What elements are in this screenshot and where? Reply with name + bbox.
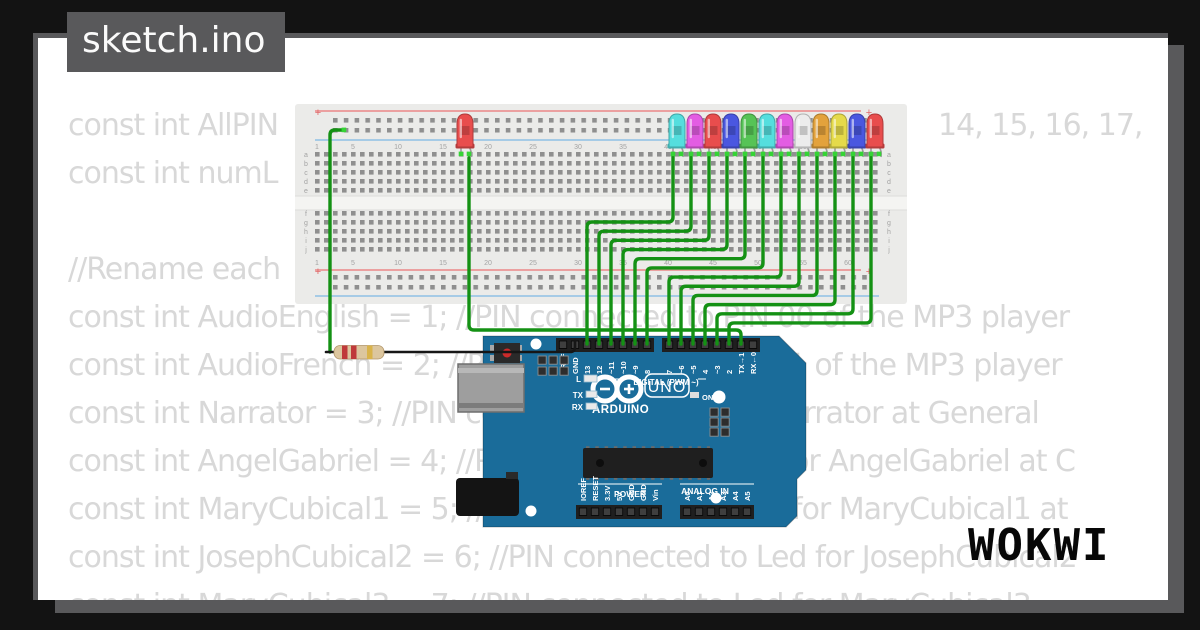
- code-text: const int AllPIN: [68, 108, 279, 143]
- code-line: const int Narrator = 3; //PIN connected …: [68, 396, 1040, 431]
- code-line: //Rename each: [68, 252, 281, 287]
- code-text: const int Narrator = 3; //PIN connected …: [68, 396, 1040, 431]
- code-text: const int JosephCubical2 = 6; //PIN conn…: [68, 540, 1078, 575]
- wokwi-logo: WOKWI: [968, 520, 1111, 571]
- code-line: const int MaryCubical1 = 5; //PIN connec…: [68, 492, 1068, 527]
- file-tab: sketch.ino: [67, 12, 285, 72]
- code-line: const int numL: [68, 156, 278, 191]
- code-text: const int MaryCubical1 = 5; //PIN connec…: [68, 492, 1068, 527]
- code-line: const int JosephCubical2 = 6; //PIN conn…: [68, 540, 1078, 575]
- code-line: const int AllPIN 14, 15, 16, 17,: [68, 108, 1143, 143]
- code-text: const int MaryCubical3 = 7; //PIN connec…: [68, 588, 1032, 600]
- code-text: const int AudioFrench = 2; //PIN connect…: [68, 348, 1063, 383]
- page: const int AllPIN 14, 15, 16, 17, const in…: [33, 33, 1168, 600]
- code-line: const int AngelGabriel = 4; //PIN connec…: [68, 444, 1076, 479]
- code-text: //Rename each: [68, 252, 281, 287]
- code-text: const int AudioEnglish = 1; //PIN connec…: [68, 300, 1070, 335]
- code-line: const int MaryCubical3 = 7; //PIN connec…: [68, 588, 1032, 600]
- code-text: const int numL: [68, 156, 278, 191]
- code-line: const int AudioEnglish = 1; //PIN connec…: [68, 300, 1070, 335]
- code-text: const int AngelGabriel = 4; //PIN connec…: [68, 444, 1076, 479]
- code-text: 14, 15, 16, 17,: [938, 108, 1143, 143]
- code-line: const int AudioFrench = 2; //PIN connect…: [68, 348, 1063, 383]
